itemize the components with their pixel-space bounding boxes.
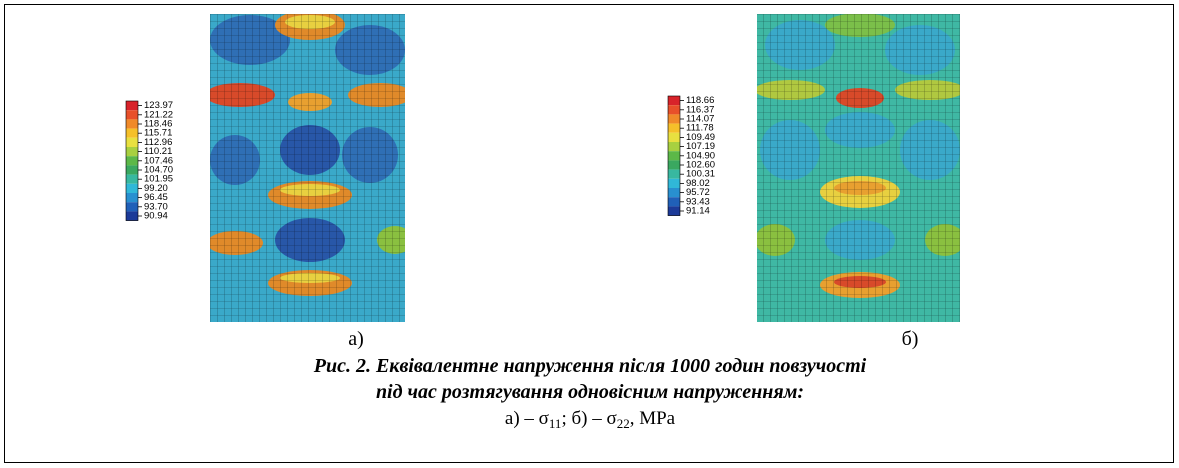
legend-swatch — [668, 206, 680, 215]
legend-swatch — [668, 142, 680, 151]
caption-part: ; б) – σ — [561, 408, 616, 429]
legend-swatch — [668, 170, 680, 179]
caption-line: а) – σ11; б) – σ22, MPa — [505, 408, 676, 431]
caption-line: Рис. 2. Еквівалентне напруження після 10… — [313, 355, 867, 377]
legend-swatch — [668, 188, 680, 197]
legend-swatch — [668, 124, 680, 133]
legend-swatch — [668, 96, 680, 105]
legend-swatch — [126, 119, 138, 128]
caption-part: , MPa — [630, 408, 676, 429]
legend-swatch — [126, 184, 138, 193]
panel-label: б) — [902, 328, 919, 350]
caption-subscript: 22 — [617, 416, 630, 431]
legend-swatch — [126, 129, 138, 138]
panel-label: а) — [348, 328, 364, 350]
legend-swatch — [668, 114, 680, 123]
legend-swatch — [668, 197, 680, 206]
caption-subscript: 11 — [549, 416, 562, 431]
legend-swatch — [126, 175, 138, 184]
figure: а) б) Рис. 2. Еквівалентне напруження пі… — [0, 0, 1179, 468]
legend-swatch — [668, 133, 680, 142]
caption-part: а) – σ — [505, 408, 549, 429]
legend-swatch — [126, 202, 138, 211]
legend-swatch — [668, 179, 680, 188]
legend-swatch — [668, 160, 680, 169]
legend-swatch — [668, 151, 680, 160]
legend-swatch — [668, 105, 680, 114]
legend-swatch — [126, 165, 138, 174]
legend-swatch — [126, 147, 138, 156]
legend-swatch — [126, 110, 138, 119]
caption-line: під час розтягування одновісним напружен… — [376, 381, 804, 403]
contour-plot-a — [205, 10, 413, 322]
page: {"figure": { "panels": [ {"label": "а)",… — [0, 0, 1179, 468]
legend-label: 90.94 — [144, 211, 168, 222]
contour-plot-b — [755, 13, 965, 322]
legend-swatch — [126, 101, 138, 110]
legend-swatch — [126, 211, 138, 220]
legend-swatch — [126, 193, 138, 202]
legend-swatch — [126, 138, 138, 147]
legend-label: 91.14 — [686, 206, 710, 217]
legend-swatch — [126, 156, 138, 165]
